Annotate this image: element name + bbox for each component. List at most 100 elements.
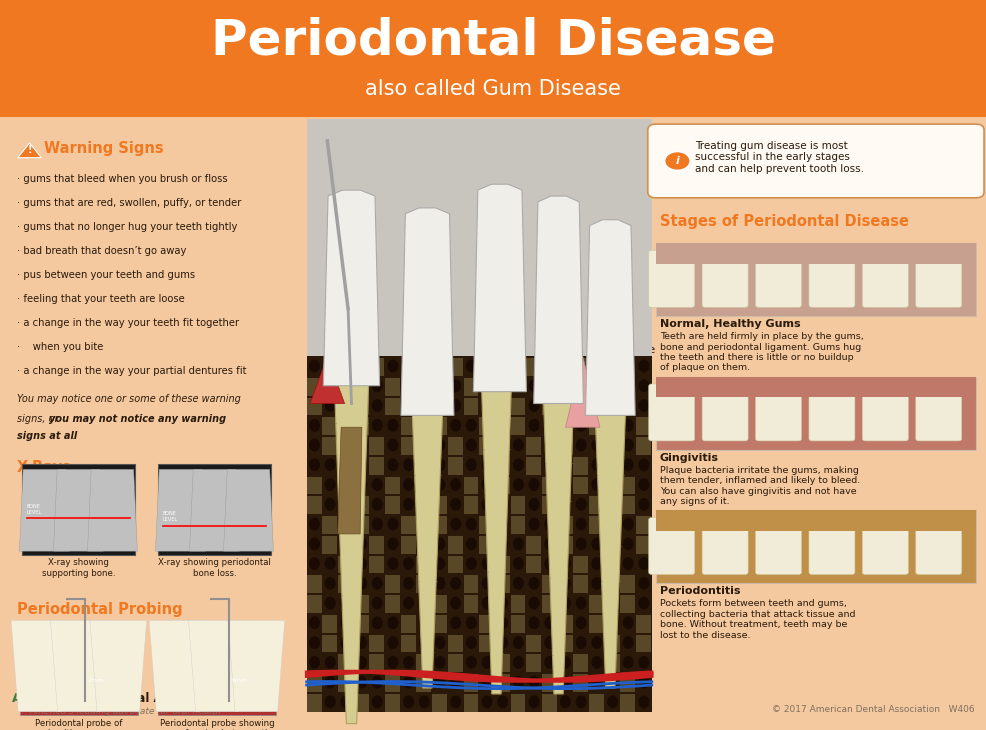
Bar [432, 615, 447, 633]
Bar [542, 595, 557, 613]
Bar [416, 675, 431, 692]
Bar [370, 634, 385, 653]
Bar [20, 620, 138, 663]
Bar [322, 516, 337, 534]
Bar [416, 378, 431, 396]
Ellipse shape [576, 419, 587, 431]
Ellipse shape [419, 439, 430, 451]
Text: Pockets form between teeth and gums,
collecting bacteria that attack tissue and
: Pockets form between teeth and gums, col… [660, 599, 855, 639]
Ellipse shape [576, 498, 587, 511]
Bar [558, 437, 573, 455]
Bar [636, 615, 651, 633]
Ellipse shape [497, 696, 508, 708]
Text: Ligament: Ligament [411, 529, 464, 591]
Bar [370, 536, 385, 553]
Polygon shape [310, 356, 345, 404]
Ellipse shape [324, 656, 335, 669]
Ellipse shape [372, 596, 383, 610]
Text: ·    when you bite: · when you bite [17, 342, 104, 353]
Ellipse shape [340, 518, 351, 531]
Bar [479, 615, 494, 633]
Bar [370, 358, 385, 376]
Polygon shape [50, 620, 107, 712]
Bar [511, 615, 526, 633]
Bar [354, 615, 369, 633]
Bar [386, 595, 400, 613]
Text: Treating gum disease is most
successful in the early stages
and can help prevent: Treating gum disease is most successful … [695, 141, 864, 174]
Bar [338, 575, 353, 593]
Ellipse shape [528, 596, 539, 610]
Bar [542, 496, 557, 514]
Ellipse shape [451, 419, 461, 431]
Polygon shape [20, 469, 69, 551]
Polygon shape [189, 469, 240, 551]
Bar [370, 437, 385, 455]
Ellipse shape [387, 518, 398, 531]
Ellipse shape [387, 360, 398, 372]
Ellipse shape [481, 577, 493, 590]
Ellipse shape [481, 676, 493, 688]
Ellipse shape [356, 656, 367, 669]
Ellipse shape [544, 518, 555, 531]
Ellipse shape [481, 458, 493, 471]
Ellipse shape [419, 399, 430, 412]
Ellipse shape [528, 518, 539, 531]
Ellipse shape [623, 518, 634, 531]
Bar [604, 536, 619, 553]
Ellipse shape [560, 557, 571, 570]
Ellipse shape [576, 518, 587, 531]
Ellipse shape [607, 380, 618, 392]
Ellipse shape [403, 676, 414, 688]
FancyBboxPatch shape [916, 250, 961, 307]
Text: · bad breath that doesn’t go away: · bad breath that doesn’t go away [17, 246, 186, 256]
Ellipse shape [387, 656, 398, 669]
Bar [432, 398, 447, 415]
Ellipse shape [481, 478, 493, 491]
Bar [158, 464, 271, 555]
Bar [416, 477, 431, 494]
Bar [604, 437, 619, 455]
Ellipse shape [513, 676, 524, 688]
Text: · a change in the way your partial dentures fit: · a change in the way your partial dentu… [17, 366, 246, 377]
Text: · gums that bleed when you brush or floss: · gums that bleed when you brush or flos… [17, 174, 228, 184]
Ellipse shape [372, 577, 383, 590]
Polygon shape [337, 427, 362, 534]
Ellipse shape [451, 498, 461, 511]
Ellipse shape [638, 577, 650, 590]
Text: Inflamed Gums: Inflamed Gums [333, 292, 436, 342]
Ellipse shape [623, 419, 634, 431]
Ellipse shape [544, 360, 555, 372]
Bar [432, 694, 447, 712]
Ellipse shape [576, 537, 587, 550]
Ellipse shape [513, 439, 524, 451]
Text: Periodontitis: Periodontitis [660, 586, 740, 596]
Polygon shape [595, 404, 626, 688]
Bar [322, 615, 337, 633]
Circle shape [665, 152, 690, 171]
Ellipse shape [324, 676, 335, 688]
Ellipse shape [372, 399, 383, 412]
Bar [558, 536, 573, 553]
Bar [386, 378, 400, 396]
Text: Gingivitis: Gingivitis [660, 453, 719, 463]
Ellipse shape [372, 380, 383, 392]
Text: signs, or: signs, or [17, 414, 61, 424]
Ellipse shape [544, 419, 555, 431]
Bar [416, 556, 431, 574]
Text: Normal Bone
Level: Normal Bone Level [583, 345, 655, 390]
Ellipse shape [403, 360, 414, 372]
Ellipse shape [465, 518, 477, 531]
Bar [589, 398, 603, 415]
Ellipse shape [309, 636, 320, 649]
Text: Periodontal Probing: Periodontal Probing [17, 602, 182, 618]
Ellipse shape [576, 696, 587, 708]
Ellipse shape [544, 636, 555, 649]
Ellipse shape [481, 596, 493, 610]
FancyBboxPatch shape [702, 518, 748, 575]
Ellipse shape [387, 439, 398, 451]
Bar [656, 377, 976, 397]
Ellipse shape [403, 557, 414, 570]
Ellipse shape [481, 557, 493, 570]
Bar [416, 358, 431, 376]
Ellipse shape [451, 616, 461, 629]
